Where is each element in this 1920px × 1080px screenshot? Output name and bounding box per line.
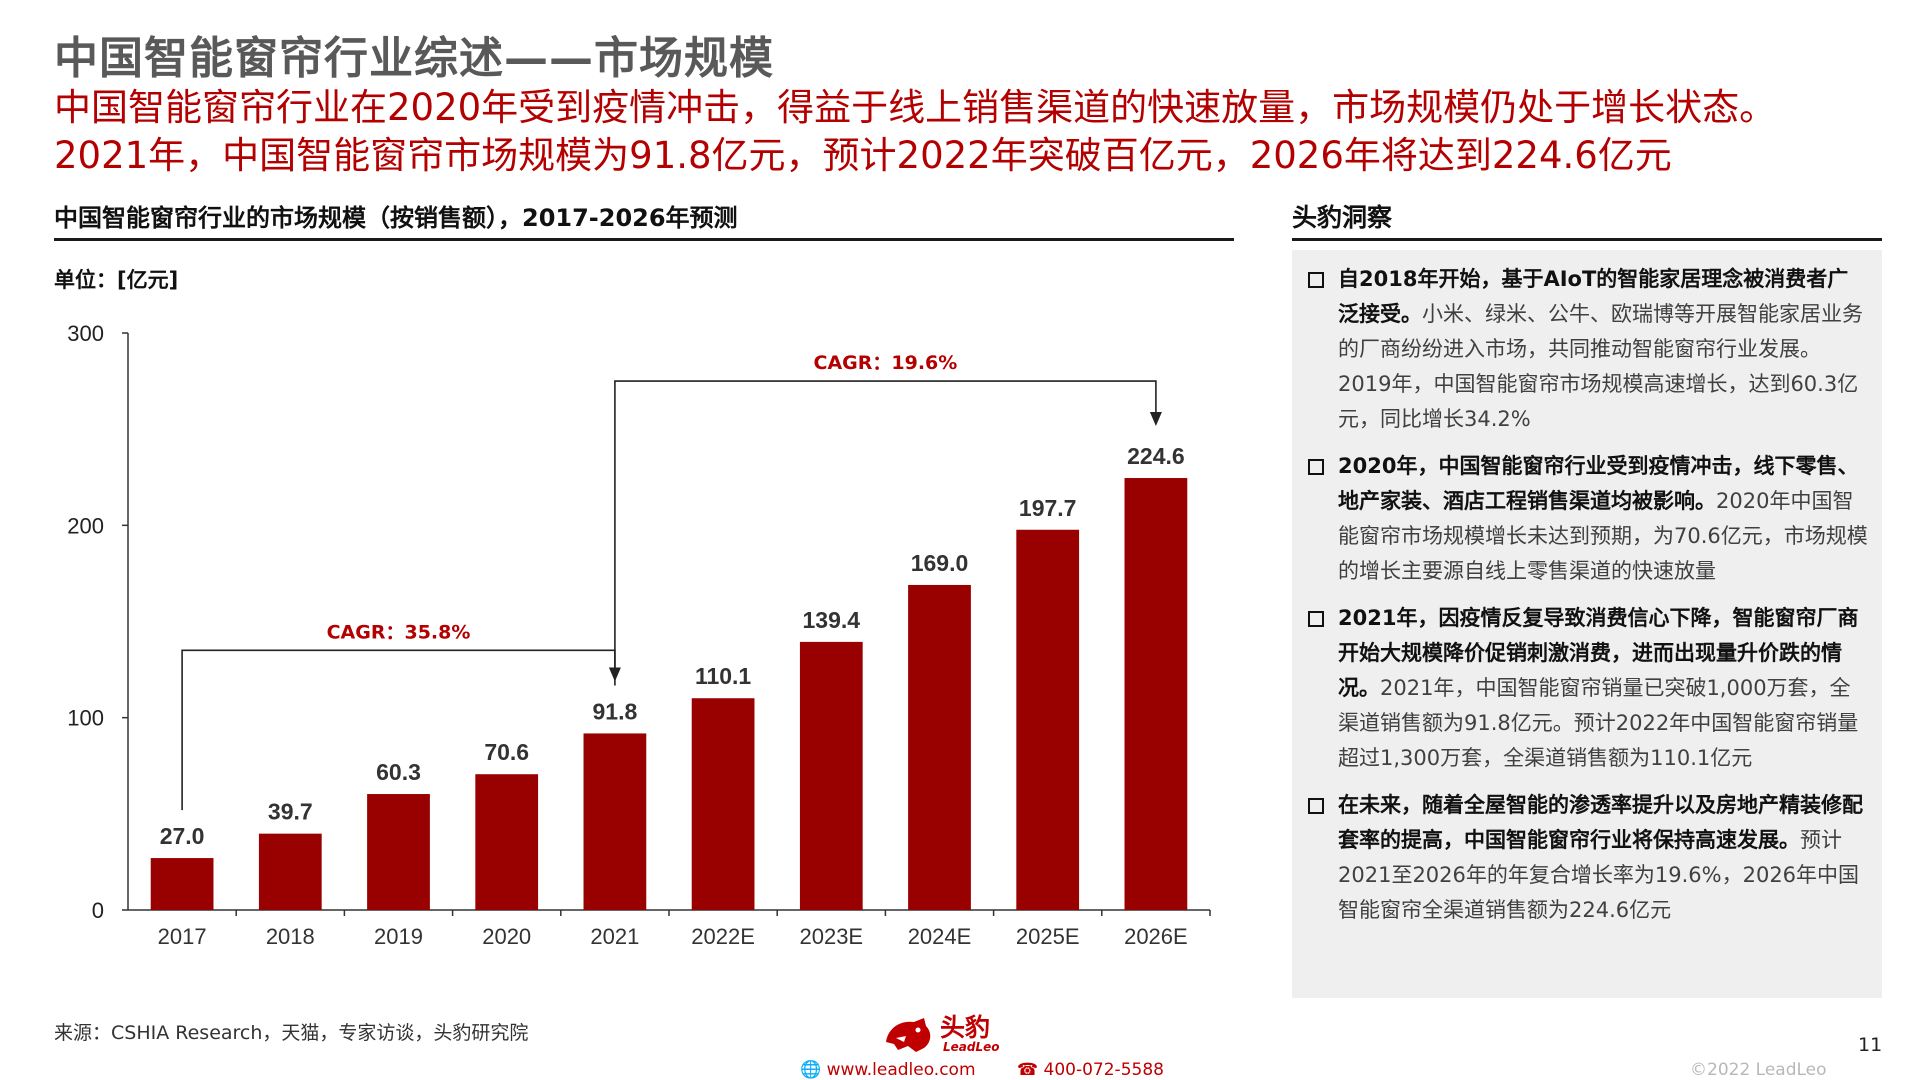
phone-link[interactable]: ☎ 400-072-5588 [1016, 1060, 1164, 1080]
bar [475, 774, 539, 910]
bar [150, 858, 214, 910]
bar-value-label: 27.0 [160, 823, 205, 849]
x-tick-label: 2022E [691, 924, 755, 949]
insight-4-bold: 在未来，随着全屋智能的渗透率提升以及房地产精装修配套率的提高，中国智能窗帘行业将… [1338, 793, 1863, 852]
bar-value-label: 70.6 [484, 739, 529, 765]
checkbox-bullet-icon [1308, 272, 1324, 288]
insight-1-bold: 自2018年开始，基于AIoT的智能家居理念被消费者广泛接受。 [1338, 267, 1849, 326]
x-tick-label: 2018 [266, 924, 315, 949]
x-tick-label: 2019 [374, 924, 423, 949]
y-tick-label: 0 [92, 898, 104, 923]
website-text: www.leadleo.com [826, 1060, 976, 1080]
checkbox-bullet-icon [1308, 798, 1324, 814]
bar [908, 584, 971, 910]
bar [799, 641, 863, 910]
chart-unit-label: 单位：[亿元] [54, 268, 179, 292]
cagr-bracket [614, 380, 1157, 686]
y-tick-label: 100 [67, 706, 104, 731]
x-tick-label: 2025E [1016, 924, 1080, 949]
chart-bars [150, 478, 1188, 910]
checkbox-bullet-icon [1308, 459, 1324, 475]
logo-text-en: LeadLeo [943, 1040, 1000, 1054]
bar-value-label: 169.0 [911, 550, 969, 576]
bar-value-label: 91.8 [593, 698, 638, 724]
chart-heading-rule [54, 238, 1234, 241]
subtitle-line-2: 2021年，中国智能窗帘市场规模为91.8亿元，预计2022年突破百亿元，202… [54, 134, 1672, 177]
chart-labels: 27.0 2017 39.7 2018 60.3 2019 70.6 2020 91.8 2021… [158, 443, 1188, 949]
phone-text: 400-072-5588 [1043, 1060, 1164, 1080]
cagr-arrow-head [1149, 412, 1162, 427]
insight-item-1: 自2018年开始，基于AIoT的智能家居理念被消费者广泛接受。小米、绿米、公牛、… [1306, 262, 1868, 437]
x-tick-label: 2017 [158, 924, 207, 949]
cagr-bracket [181, 649, 616, 811]
bar [1016, 529, 1080, 910]
x-tick-label: 2023E [799, 924, 863, 949]
subtitle-line-1: 中国智能窗帘行业在2020年受到疫情冲击，得益于线上销售渠道的快速放量，市场规模… [54, 86, 1777, 129]
bar-value-label: 60.3 [376, 759, 421, 785]
bar [258, 833, 322, 910]
insight-3-bold: 2021年，因疫情反复导致消费信心下降，智能窗帘厂商开始大规模降价促销刺激消费，… [1338, 606, 1859, 700]
y-tick-label: 200 [67, 513, 104, 538]
bar-value-label: 110.1 [695, 663, 751, 689]
page-title: 中国智能窗帘行业综述——市场规模 [54, 33, 774, 84]
source-note: 来源：CSHIA Research，天猫，专家访谈，头豹研究院 [54, 1022, 529, 1044]
insight-item-2: 2020年，中国智能窗帘行业受到疫情冲击，线下零售、地产家装、酒店工程销售渠道均… [1306, 449, 1868, 589]
bar-value-label: 197.7 [1019, 495, 1077, 521]
insights-heading-rule [1292, 238, 1882, 241]
checkbox-bullet-icon [1308, 611, 1324, 627]
bar [691, 698, 755, 910]
page-number: 11 [1858, 1034, 1883, 1056]
cagr-label: CAGR：19.6% [814, 352, 958, 374]
contact-info: 🌐 www.leadleo.com ☎ 400-072-5588 [800, 1060, 1200, 1080]
chart-heading: 中国智能窗帘行业的市场规模（按销售额），2017-2026年预测 [54, 204, 738, 232]
insight-4-text: 预计2021至2026年的年复合增长率为19.6%，2026年中国智能窗帘全渠道… [1338, 828, 1860, 922]
x-tick-label: 2021 [590, 924, 639, 949]
x-tick-label: 2024E [908, 924, 972, 949]
bar-value-label: 139.4 [803, 607, 861, 633]
insight-item-3: 2021年，因疫情反复导致消费信心下降，智能窗帘厂商开始大规模降价促销刺激消费，… [1306, 601, 1868, 776]
bar [583, 733, 647, 910]
website-link[interactable]: 🌐 www.leadleo.com [800, 1060, 976, 1080]
insight-item-4: 在未来，随着全屋智能的渗透率提升以及房地产精装修配套率的提高，中国智能窗帘行业将… [1306, 788, 1868, 928]
insights-panel: 自2018年开始，基于AIoT的智能家居理念被消费者广泛接受。小米、绿米、公牛、… [1292, 250, 1882, 998]
insight-2-bold: 2020年，中国智能窗帘行业受到疫情冲击，线下零售、地产家装、酒店工程销售渠道均… [1338, 454, 1859, 513]
insight-2-text: 2020年中国智能窗帘市场规模增长未达到预期，为70.6亿元，市场规模的增长主要… [1338, 489, 1868, 583]
page-subtitle: 中国智能窗帘行业在2020年受到疫情冲击，得益于线上销售渠道的快速放量，市场规模… [54, 84, 1914, 180]
insight-1-text: 小米、绿米、公牛、欧瑞博等开展智能家居业务的厂商纷纷进入市场，共同推动智能窗帘行… [1338, 302, 1863, 431]
x-tick-label: 2026E [1124, 924, 1188, 949]
bar-value-label: 39.7 [268, 799, 313, 825]
bar [367, 794, 430, 910]
x-tick-label: 2020 [482, 924, 531, 949]
bar [1124, 478, 1188, 910]
y-tick-label: 300 [67, 321, 104, 346]
logo-text-cn: 头豹 [940, 1013, 991, 1042]
insights-heading: 头豹洞察 [1292, 203, 1393, 232]
chart-annotations: CAGR：35.8% CAGR：19.6% [181, 352, 1162, 811]
insight-3-text: 2021年，中国智能窗帘销量已突破1,000万套，全渠道销售额为91.8亿元。预… [1338, 676, 1859, 770]
bar-value-label: 224.6 [1127, 443, 1185, 469]
copyright: ©2022 LeadLeo [1690, 1060, 1827, 1080]
cagr-label: CAGR：35.8% [327, 621, 471, 643]
leopard-logo-icon [886, 1018, 931, 1052]
